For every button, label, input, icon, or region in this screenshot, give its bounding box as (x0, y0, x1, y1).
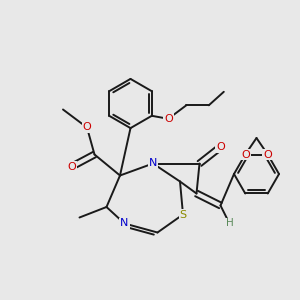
Text: O: O (164, 114, 173, 124)
Text: N: N (149, 158, 157, 169)
Text: O: O (82, 122, 91, 133)
Text: O: O (263, 149, 272, 160)
Text: H: H (226, 218, 233, 229)
Text: O: O (68, 161, 76, 172)
Text: N: N (120, 218, 129, 229)
Text: S: S (179, 209, 187, 220)
Text: O: O (216, 142, 225, 152)
Text: O: O (241, 149, 250, 160)
